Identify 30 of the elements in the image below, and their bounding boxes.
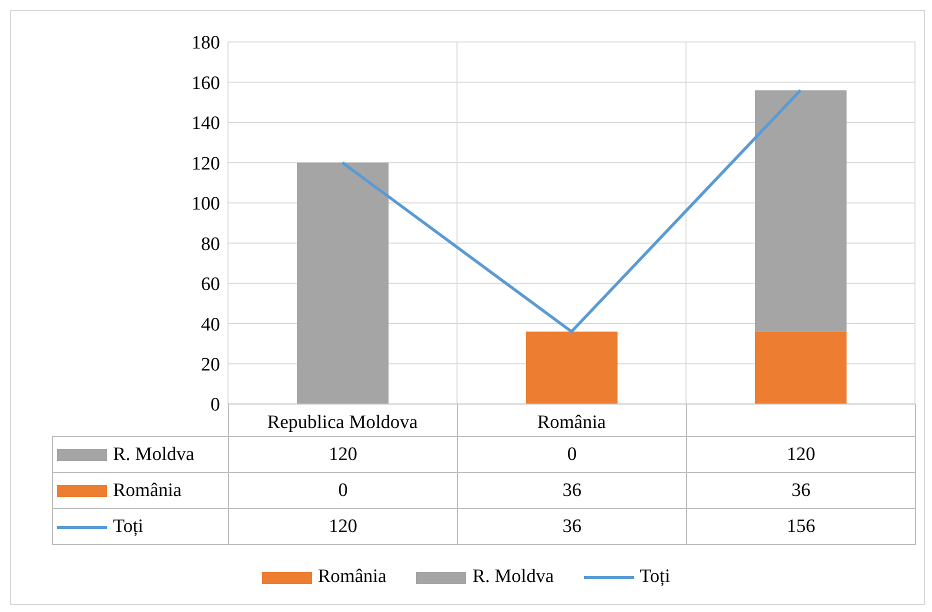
legend-label: România [316, 566, 386, 588]
y-tick-label: 160 [192, 72, 220, 94]
y-tick-label: 60 [201, 274, 220, 296]
y-tick-label: 180 [192, 32, 220, 54]
y-tick-label: 40 [201, 314, 220, 336]
data-label: 36 [458, 472, 686, 508]
data-label: 156 [686, 508, 916, 544]
bar [755, 90, 847, 332]
bar [526, 332, 618, 404]
data-label: 36 [686, 472, 916, 508]
data-label: 120 [686, 436, 916, 472]
text: Toți [113, 516, 144, 536]
y-tick-label: 20 [201, 354, 220, 376]
x-tick-label: Republica Moldova [267, 412, 418, 433]
y-tick-label: 120 [192, 153, 220, 174]
legend-label: Toți [638, 566, 670, 588]
data-label: 0 [458, 436, 686, 472]
y-tick-label: 0 [210, 394, 220, 416]
legend-label: R. Moldva [52, 436, 228, 472]
y-tick-label: 80 [201, 234, 220, 255]
data-label: 120 [228, 508, 458, 544]
text: R. Moldva [472, 566, 554, 587]
text: România [113, 480, 182, 500]
y-tick-label: 140 [192, 113, 220, 134]
data-label: 120 [228, 436, 458, 472]
data-label: 0 [228, 472, 458, 508]
bar [297, 162, 389, 404]
data-label: 36 [458, 508, 686, 544]
y-tick-label: 100 [192, 194, 220, 215]
bar [755, 332, 847, 404]
